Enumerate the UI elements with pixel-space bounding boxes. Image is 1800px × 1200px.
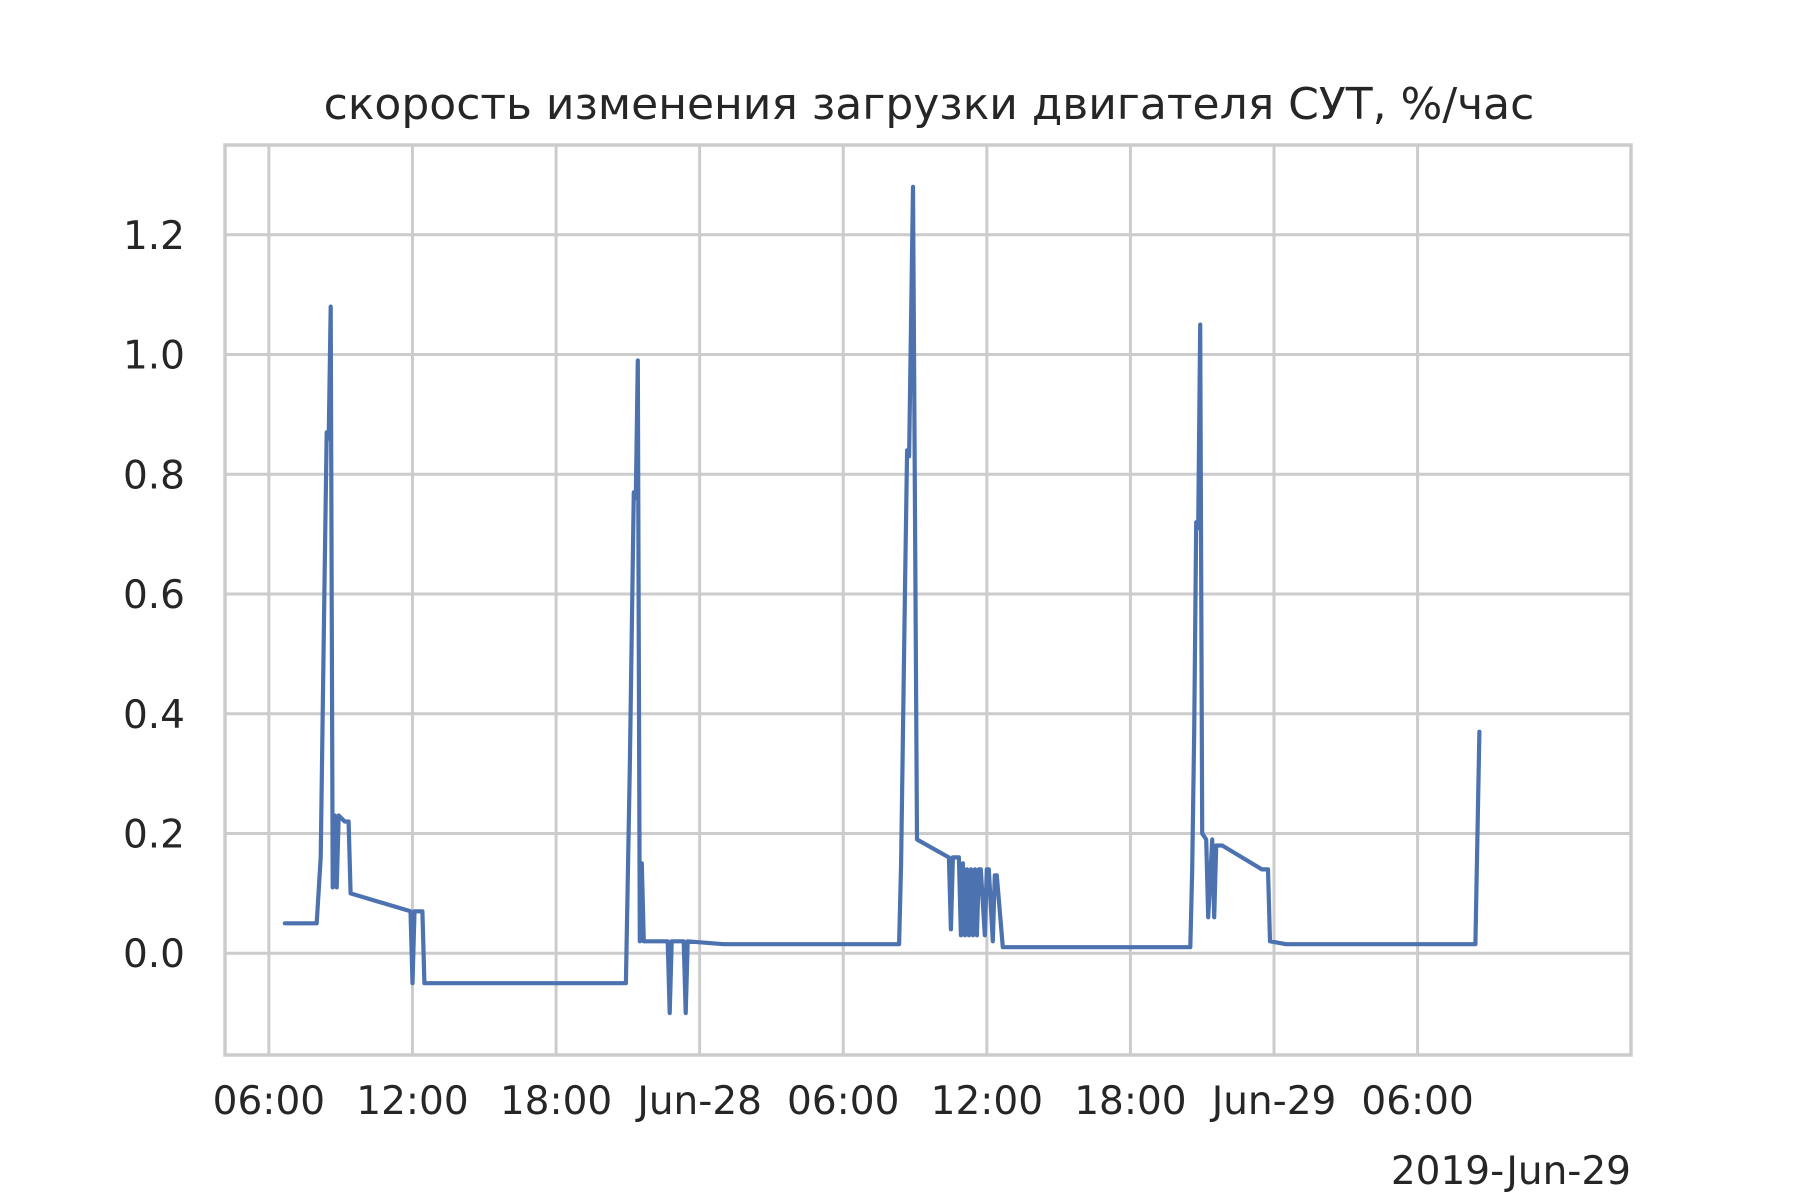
y-tick-labels: 0.0 0.2 0.4 0.6 0.8 1.0 1.2 (123, 214, 185, 977)
x-tick-label: Jun-29 (1209, 1079, 1337, 1124)
x-tick-label: 06:00 (213, 1079, 325, 1124)
x-tick-label: 06:00 (787, 1079, 899, 1124)
x-grid-lines (267, 145, 1420, 1055)
x-tick-labels: 06:00 12:00 18:00 Jun-28 06:00 12:00 18:00 Jun-… (213, 1079, 1474, 1124)
y-tick-label: 1.2 (123, 214, 185, 259)
x-tick-label: Jun-28 (634, 1079, 762, 1124)
chart-title: скорость изменения загрузки двигателя СУ… (324, 79, 1535, 130)
x-tick-label: 12:00 (356, 1079, 468, 1124)
plot-frame (223, 143, 1633, 1057)
x-tick-label: 18:00 (500, 1079, 612, 1124)
y-tick-label: 0.8 (123, 453, 185, 498)
series-line (282, 184, 1482, 1016)
x-axis-offset-label: 2019-Jun-29 (1391, 1149, 1631, 1194)
y-tick-label: 0.4 (123, 693, 185, 738)
x-tick-label: 18:00 (1074, 1079, 1186, 1124)
x-tick-label: 12:00 (931, 1079, 1043, 1124)
y-tick-label: 1.0 (123, 334, 185, 379)
y-tick-label: 0.2 (123, 812, 185, 857)
x-tick-label: 06:00 (1361, 1079, 1473, 1124)
y-tick-label: 0.6 (123, 573, 185, 618)
y-tick-label: 0.0 (123, 932, 185, 977)
y-grid-lines (225, 233, 1631, 955)
